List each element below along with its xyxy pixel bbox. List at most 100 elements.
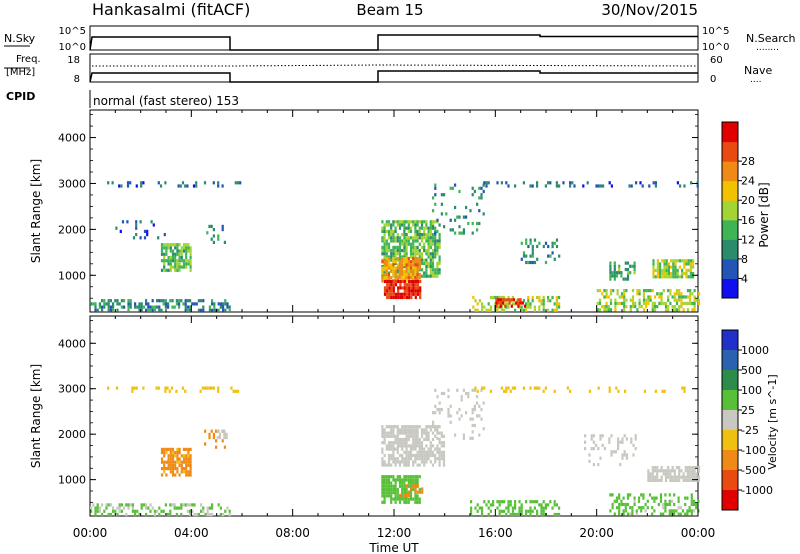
velocity-cell	[617, 447, 620, 451]
velocity-cell	[427, 437, 430, 442]
velocity-cell	[409, 481, 413, 485]
velocity-cell	[603, 447, 606, 451]
power-cell	[416, 269, 419, 273]
power-cell	[390, 292, 393, 296]
velocity-cell	[418, 497, 421, 501]
velocity-cell	[390, 475, 393, 479]
velocity-cell	[101, 512, 104, 517]
velocity-cell	[412, 431, 415, 435]
power-cell	[396, 249, 399, 253]
power-cell	[211, 302, 214, 306]
nsearch-tick-top: 10^5	[702, 26, 729, 37]
velocity-cell	[109, 512, 112, 517]
velocity-cell	[390, 444, 393, 448]
power-cell	[454, 231, 457, 235]
power-cell	[385, 249, 388, 253]
power-cell	[685, 272, 688, 276]
velocity-cell	[688, 509, 691, 513]
velocity-cell	[390, 434, 393, 438]
power-cell	[405, 286, 409, 290]
power-cell	[418, 220, 421, 224]
velocity-cell	[630, 440, 633, 444]
velocity-cell	[381, 475, 384, 479]
power-cell	[412, 245, 415, 249]
velocity-cell	[206, 512, 209, 517]
velocity-cell	[623, 434, 626, 438]
power-cell	[401, 242, 404, 246]
power-cell	[401, 256, 404, 261]
power-cell	[401, 223, 404, 227]
velocity-cell	[669, 475, 672, 479]
power-cell	[398, 236, 402, 240]
power-cell	[609, 264, 612, 268]
power-cell	[510, 304, 513, 308]
power-cell	[189, 246, 192, 250]
velocity-cell	[180, 454, 183, 458]
power-cell	[163, 259, 166, 263]
velocity-cell	[412, 428, 415, 432]
power-cell	[434, 274, 437, 278]
velocity-cell	[429, 460, 432, 464]
power-cell	[416, 263, 419, 267]
power-cell	[626, 267, 630, 272]
velocity-cell	[678, 475, 681, 479]
power-cell	[394, 266, 397, 270]
velocity-cell	[138, 512, 141, 517]
power-cell	[663, 259, 666, 263]
power-cell	[178, 255, 181, 260]
velocity-cell	[427, 434, 430, 438]
velocity-cell	[518, 506, 521, 510]
power-cell	[434, 229, 437, 233]
nsky-panel: N.Sky 10^5 10^0 10^5 10^0 N.Search .....…	[4, 25, 796, 53]
power-cell	[432, 196, 435, 200]
power-cell	[623, 289, 626, 293]
power-cell	[625, 289, 628, 293]
velocity-cell	[169, 447, 172, 451]
velocity-cell	[525, 509, 528, 513]
velocity-cell	[429, 425, 432, 429]
velocity-cell	[412, 475, 415, 479]
power-cell	[160, 246, 164, 250]
power-cell	[149, 308, 152, 312]
velocity-cell	[403, 478, 406, 482]
power-cell	[598, 289, 602, 293]
velocity-cell	[693, 469, 696, 473]
power-cell	[163, 246, 166, 250]
velocity-cell	[412, 444, 415, 448]
velocity-cell	[396, 497, 399, 501]
power-cell	[392, 260, 395, 264]
power-cell	[427, 261, 430, 265]
power-cell	[647, 289, 650, 293]
power-cell	[381, 249, 384, 253]
velocity-cell	[176, 470, 179, 474]
velocity-cell	[410, 487, 413, 491]
velocity-cell	[420, 453, 424, 458]
power-cell	[398, 242, 402, 246]
power-cell	[544, 260, 548, 265]
velocity-cell	[414, 475, 417, 479]
power-cell	[222, 308, 225, 312]
power-cell	[659, 265, 662, 269]
velocity-cell	[163, 454, 166, 458]
velocity-cell	[634, 447, 637, 451]
freq-tick-bottom: 8	[74, 74, 80, 85]
power-cell	[497, 301, 500, 305]
power-cell	[472, 295, 475, 300]
power-cell	[398, 255, 402, 259]
velocity-cell	[403, 484, 406, 488]
velocity-cell	[186, 503, 189, 507]
power-cell	[416, 252, 419, 256]
velocity-cell	[492, 500, 495, 504]
power-cell	[165, 246, 168, 250]
velocity-cell	[416, 478, 419, 482]
velocity-cell	[216, 436, 219, 440]
power-cell	[665, 275, 668, 279]
velocity-cell	[677, 506, 680, 510]
velocity-colorbar-tick: 25	[741, 404, 755, 417]
velocity-cell	[536, 512, 539, 517]
power-cell	[383, 249, 386, 253]
power-cell	[414, 283, 417, 287]
velocity-cell	[440, 444, 443, 448]
power-cell	[160, 299, 163, 303]
